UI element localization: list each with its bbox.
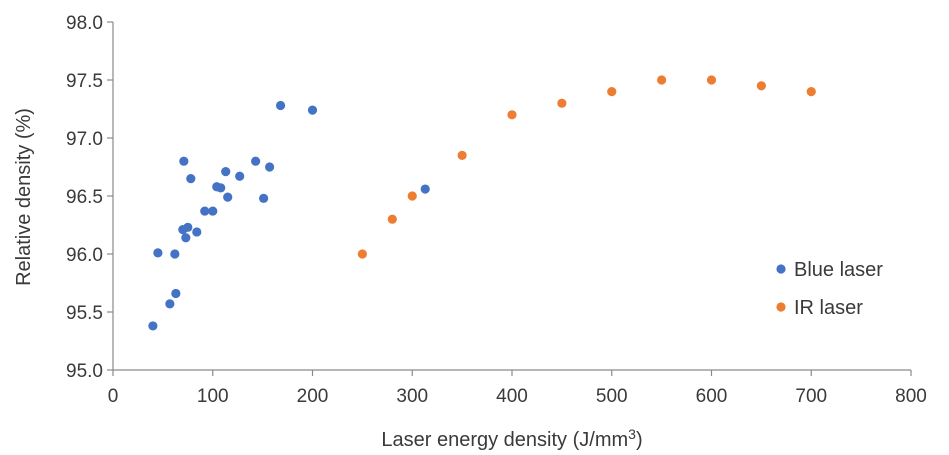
data-point <box>251 156 261 166</box>
x-axis-title: Laser energy density (J/mm3) <box>381 426 642 451</box>
data-point <box>183 222 193 232</box>
data-point <box>171 288 181 299</box>
x-tick-label: 800 <box>895 386 927 407</box>
y-tick-label: 98.0 <box>66 13 103 34</box>
data-point <box>153 248 163 258</box>
data-point <box>148 321 158 331</box>
data-point <box>275 100 286 111</box>
legend: Blue laser IR laser <box>776 259 883 319</box>
data-point <box>223 192 233 202</box>
x-tick-label: 100 <box>197 386 229 407</box>
y-tick-label: 97.0 <box>66 129 103 150</box>
axes <box>112 22 911 371</box>
data-point <box>170 249 180 259</box>
data-point <box>387 214 397 224</box>
data-point <box>457 150 467 160</box>
legend-label: Blue laser <box>794 259 883 281</box>
data-point <box>265 162 275 172</box>
x-tick-label: 600 <box>696 386 728 407</box>
data-point <box>307 105 318 115</box>
legend-label: IR laser <box>794 297 863 319</box>
data-point <box>657 75 667 85</box>
ticks: 0 100 200 300 400 500 600 700 800 95.0 95.5 96.0 96.… <box>66 13 927 407</box>
x-tick-label: 500 <box>596 386 628 407</box>
data-point <box>407 191 417 201</box>
y-tick-label: 95.0 <box>66 361 103 382</box>
y-tick-label: 95.5 <box>66 303 103 324</box>
data-point <box>221 167 231 177</box>
data-point <box>756 81 766 91</box>
x-tick-label: 200 <box>297 386 329 407</box>
data-point <box>557 98 567 108</box>
data-point <box>607 87 617 97</box>
data-point <box>216 183 226 193</box>
y-tick-label: 97.5 <box>66 71 103 92</box>
data-point <box>208 206 218 216</box>
data-point <box>165 299 175 309</box>
data-point <box>181 233 191 243</box>
x-tick-label: 700 <box>795 386 827 407</box>
data-points <box>148 75 816 331</box>
x-tick-label: 400 <box>496 386 528 407</box>
data-point <box>420 184 430 194</box>
y-axis-title: Relative density (%) <box>13 108 35 286</box>
series-ir-laser <box>357 75 816 259</box>
data-point <box>259 193 269 203</box>
legend-marker <box>776 302 786 312</box>
data-point <box>186 174 196 184</box>
data-point <box>192 227 202 237</box>
y-tick-label: 96.0 <box>66 245 103 266</box>
x-axis-title-suffix: ) <box>636 429 643 451</box>
data-point <box>706 75 717 85</box>
data-point <box>200 206 210 216</box>
legend-marker <box>776 264 786 274</box>
series-blue-laser <box>148 100 430 331</box>
data-point <box>806 87 816 97</box>
x-axis-title-main: Laser energy density (J/mm <box>381 429 628 451</box>
data-point <box>507 110 517 120</box>
x-tick-label: 0 <box>108 386 119 407</box>
data-point <box>179 156 189 166</box>
data-point <box>235 171 245 181</box>
data-point <box>357 249 367 259</box>
y-tick-label: 96.5 <box>66 187 103 208</box>
x-tick-label: 300 <box>396 386 428 407</box>
x-axis-title-superscript: 3 <box>628 426 636 442</box>
